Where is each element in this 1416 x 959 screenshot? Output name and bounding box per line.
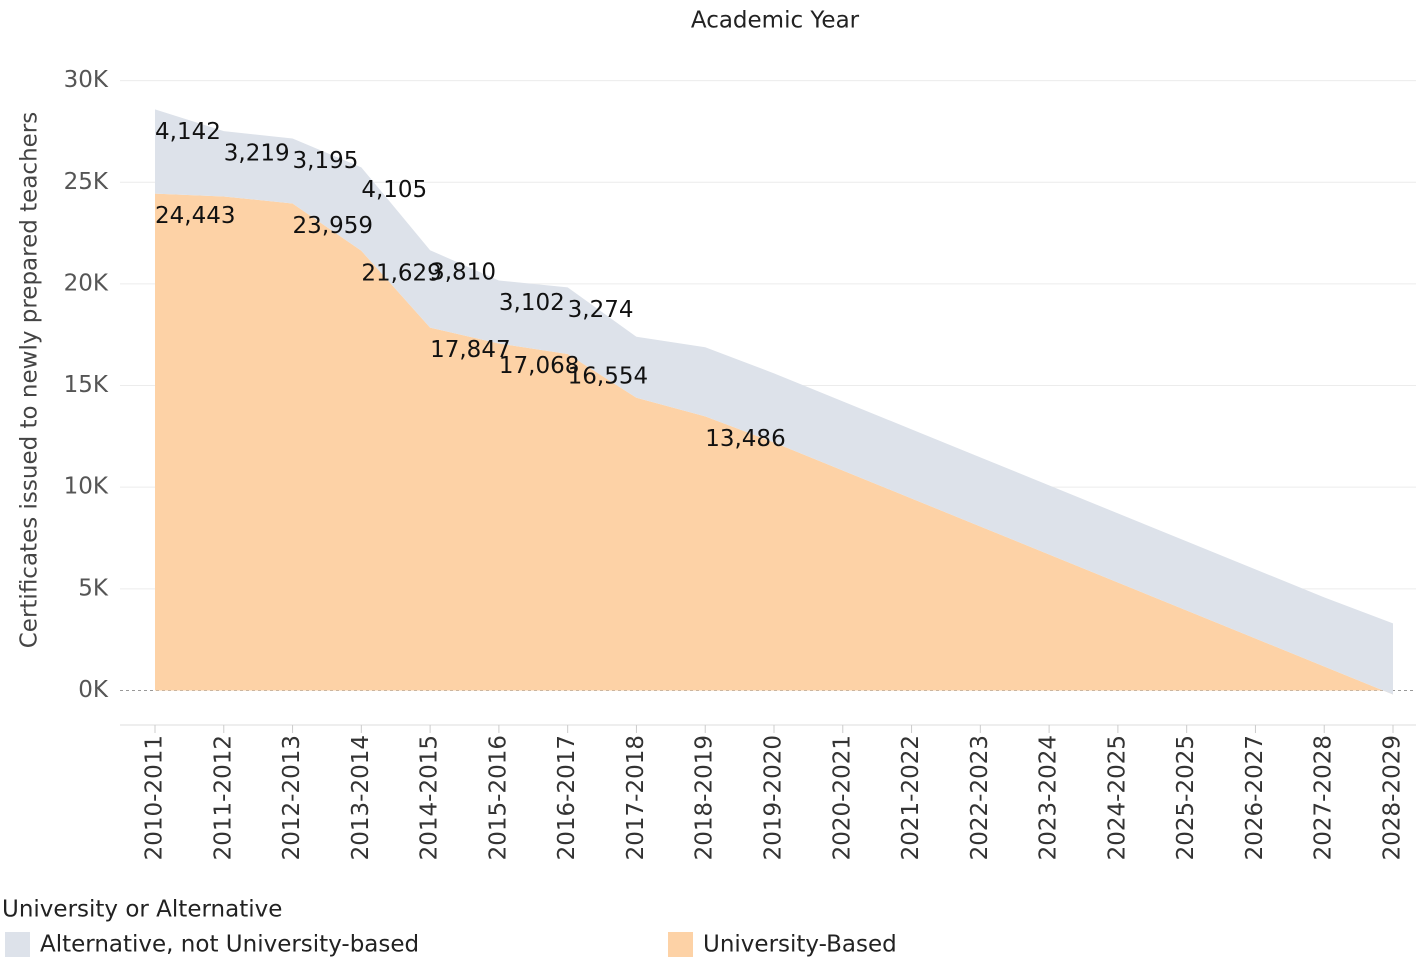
area (155, 193, 1393, 695)
x-tick-label: 2021-2022 (898, 735, 924, 860)
x-tick-label: 2013-2014 (348, 735, 374, 860)
x-tick-label: 2012-2013 (279, 735, 305, 860)
data-label: 16,554 (568, 363, 648, 389)
area (155, 109, 1393, 695)
y-axis-title: Certificates issued to newly prepared te… (17, 112, 43, 649)
x-tick-label: 2026-2027 (1242, 735, 1268, 860)
y-tick-label: 5K (78, 575, 109, 601)
legend-title: University or Alternative (2, 897, 282, 923)
x-tick-label: 2011-2012 (210, 735, 236, 860)
x-tick-label: 2010-2011 (142, 735, 168, 860)
x-tick-label: 2018-2019 (692, 735, 718, 860)
data-label: 3,195 (293, 148, 359, 174)
y-tick-label: 10K (64, 474, 109, 500)
data-label: 3,810 (430, 260, 496, 286)
data-label: 3,102 (499, 290, 565, 316)
legend-label: Alternative, not University-based (40, 932, 419, 958)
chart-title: Academic Year (691, 8, 860, 34)
y-tick-label: 25K (64, 169, 109, 195)
x-tick-label: 2022-2023 (967, 735, 993, 860)
data-label: 24,443 (155, 203, 235, 229)
x-tick-label: 2028-2029 (1380, 735, 1406, 860)
x-tick-label: 2027-2028 (1311, 735, 1337, 860)
data-label: 4,105 (361, 177, 427, 203)
x-tick-label: 2019-2020 (761, 735, 787, 860)
y-tick-label: 15K (64, 372, 109, 398)
data-label: 3,274 (568, 297, 634, 323)
data-label: 21,629 (361, 260, 441, 286)
legend-label: University-Based (703, 932, 897, 958)
x-tick-label: 2020-2021 (829, 735, 855, 860)
data-label: 13,486 (705, 426, 785, 452)
y-tick-label: 30K (64, 67, 109, 93)
x-tick-label: 2014-2015 (417, 735, 443, 860)
x-tick-label: 2015-2016 (485, 735, 511, 860)
x-tick-label: 2016-2017 (554, 735, 580, 860)
data-label: 3,219 (224, 141, 290, 167)
data-label: 23,959 (293, 213, 373, 239)
legend-swatch (668, 932, 693, 957)
data-label: 17,847 (430, 337, 510, 363)
y-tick-label: 0K (78, 677, 109, 703)
x-tick-label: 2025-2025 (1173, 735, 1199, 860)
legend-swatch (5, 932, 30, 957)
data-label: 17,068 (499, 353, 579, 379)
x-tick-label: 2023-2024 (1036, 735, 1062, 860)
x-tick-label: 2024-2025 (1104, 735, 1130, 860)
x-tick-label: 2017-2018 (623, 735, 649, 860)
data-label: 4,142 (155, 119, 221, 145)
y-tick-label: 20K (64, 270, 109, 296)
